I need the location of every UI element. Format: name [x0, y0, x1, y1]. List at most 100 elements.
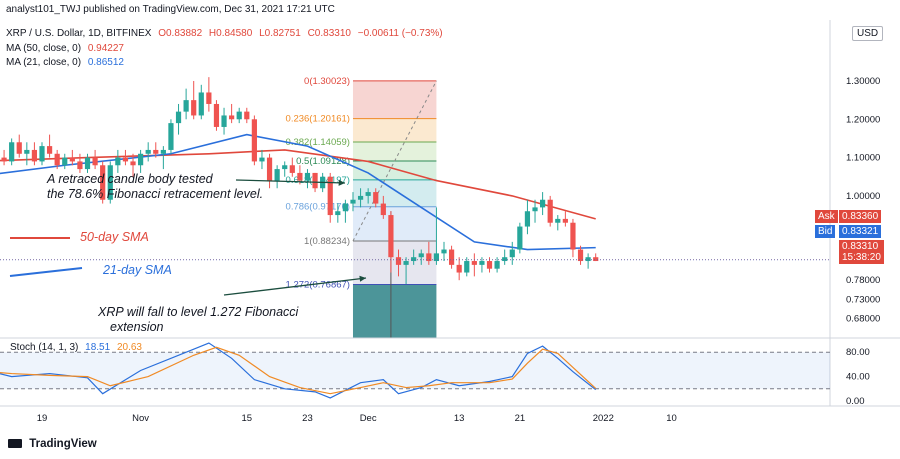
candle-body [9, 142, 15, 162]
stoch-label: Stoch (14, 1, 3) [10, 342, 79, 353]
retrace-annotation-line2: the 78.6% Fibonacci retracement level. [47, 187, 264, 201]
bid-label-tag: Bid [815, 225, 836, 238]
stoch-d-value: 20.63 [116, 342, 142, 353]
time-tick-label: 21 [515, 413, 526, 424]
fall-annotation-line2: extension [110, 320, 164, 334]
symbol-title: XRP / U.S. Dollar, 1D, BITFINEX [6, 28, 152, 39]
ohlc-change: −0.00611 (−0.73%) [357, 28, 443, 39]
stochastic-panel: 80.00 40.00 0.00 [0, 337, 900, 407]
candle-body [297, 172, 303, 181]
candle-body [570, 222, 576, 250]
candle-body [175, 111, 182, 124]
retrace-arrow [235, 179, 346, 184]
candle-body [69, 157, 75, 162]
currency-button[interactable]: USD [852, 26, 884, 41]
last-price-tag: 0.83310 15:38:20 [839, 240, 884, 264]
ohlc-high: H0.84580 [208, 28, 253, 39]
candle-body [198, 92, 204, 116]
candle-body [433, 253, 440, 262]
time-tick-label: 13 [454, 413, 465, 424]
candle-body [191, 100, 197, 116]
candle-body [380, 203, 386, 216]
price-tick-label: 1.00000 [846, 191, 880, 202]
stoch-legend[interactable]: Stoch (14, 1, 3) 18.51 20.63 [10, 342, 146, 353]
fall-annotation-line1: XRP will fall to level 1.272 Fibonacci [98, 305, 299, 319]
candle-body [456, 264, 462, 273]
time-tick-label: Dec [360, 413, 377, 424]
candle-body [524, 211, 531, 227]
candle-body [448, 249, 455, 265]
price-tick-label: 0.68000 [846, 314, 880, 325]
candle-body [221, 115, 227, 127]
ma21-legend[interactable]: MA (21, close, 0) 0.86512 [6, 57, 128, 68]
stoch-tick-label: 40.00 [846, 372, 870, 383]
candle-body [54, 153, 60, 166]
fib-zone [352, 80, 437, 119]
candle-body [403, 261, 409, 265]
candle-body [39, 146, 45, 162]
candle-body [388, 215, 394, 258]
candle-body [138, 153, 144, 166]
tradingview-logo-icon [8, 439, 22, 449]
candle-body [357, 195, 364, 200]
fib-zone [352, 118, 437, 143]
candle-body [540, 199, 546, 208]
stoch-line [0, 346, 597, 395]
candle-body [183, 100, 189, 112]
candle-body [266, 157, 273, 181]
ohlc-low: L0.82751 [259, 28, 301, 39]
candle-body [486, 261, 493, 269]
candle-body [31, 149, 38, 162]
candle-body [479, 261, 485, 265]
ma-line [0, 149, 596, 220]
time-tick-label: Nov [132, 413, 149, 424]
retrace-annotation: A retraced candle body tested the 78.6% … [47, 172, 263, 202]
candle-body [418, 253, 424, 258]
fib-level-label: 0.236(1.20161) [286, 114, 350, 125]
candle-body [304, 172, 311, 181]
fall-arrow-head [359, 275, 366, 282]
time-tick-label: 19 [37, 413, 48, 424]
fib-zone [352, 240, 437, 285]
candle-body [130, 161, 136, 166]
candle-body [107, 165, 113, 200]
candle-body [593, 257, 599, 262]
annotation-arrows [9, 179, 367, 296]
candle-body [213, 103, 220, 127]
candle-body [411, 257, 417, 262]
fib-level-label: 0.786(0.97176) [286, 202, 350, 213]
candle-body [327, 176, 333, 216]
ma50-label: MA (50, close, 0) [6, 43, 82, 54]
time-tick-label: 2022 [593, 413, 614, 424]
fib-trend-line [352, 80, 437, 242]
fib-level-label: 1(0.88234) [304, 236, 350, 247]
candle-body [494, 261, 500, 269]
candle-body [168, 123, 174, 150]
candle-body [585, 257, 591, 262]
candle-body [122, 157, 129, 162]
stoch-tick-label: 80.00 [846, 347, 870, 358]
candle-body [236, 111, 242, 120]
fibonacci-retracement[interactable]: 0(1.30023) 0.236(1.20161) 0.382(1.14059) 0.… [286, 76, 437, 338]
retrace-arrow-head [338, 179, 345, 186]
candle-body [395, 257, 402, 265]
time-tick-label: 10 [666, 413, 677, 424]
candle-body [16, 142, 22, 154]
candle-body [282, 165, 288, 170]
candle-body [1, 157, 7, 162]
sma50-annotation: 50-day SMA [80, 230, 149, 244]
sma21-annotation: 21-day SMA [103, 263, 172, 277]
ma21-value: 0.86512 [87, 57, 124, 68]
candle-body [289, 165, 295, 173]
candle-body [46, 146, 53, 154]
candle-body [206, 92, 212, 104]
price-tick-label: 1.30000 [846, 76, 880, 87]
bar-countdown: 15:38:20 [842, 252, 881, 263]
ma50-legend[interactable]: MA (50, close, 0) 0.94227 [6, 43, 128, 54]
ma50-value: 0.94227 [87, 43, 124, 54]
time-axis[interactable]: 19 Nov 15 23 Dec 13 21 2022 10 [0, 405, 900, 424]
candle-body [350, 199, 356, 204]
tradingview-logo[interactable]: TradingView [8, 438, 97, 450]
candle-body [24, 149, 30, 154]
